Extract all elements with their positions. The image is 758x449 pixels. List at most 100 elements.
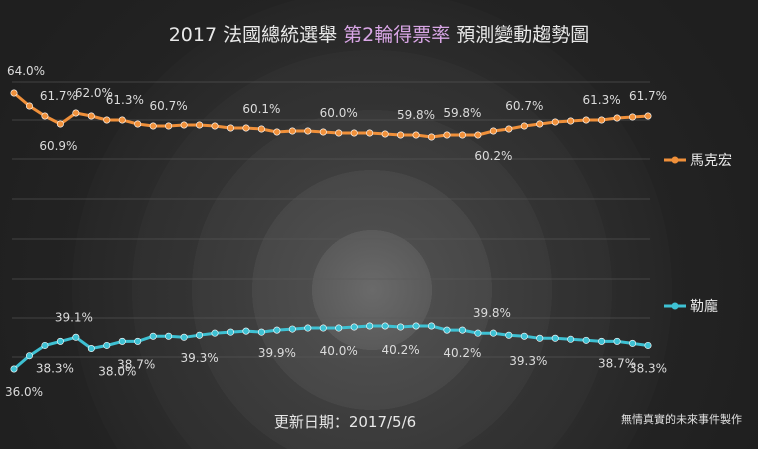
data-point [613,114,621,122]
data-point [381,322,389,330]
data-point [366,129,374,137]
series-lepen: 36.0%38.3%39.1%38.0%38.7% 39.3% 39.9% 40.0%… [5,306,667,399]
data-point [72,109,80,117]
data-point [149,332,157,340]
data-label: 38.7% [598,356,636,370]
data-label: 60.7% [150,99,188,113]
data-label: 39.3% [509,354,547,368]
data-point [273,326,281,334]
data-point [196,331,204,339]
data-point [10,89,18,97]
data-point [629,113,637,121]
series-layer: 64.0%61.7%60.9%62.0%61.3% 60.7% 60.1% 60.0%… [5,64,667,399]
data-label: 60.0% [320,106,358,120]
legend-label-lepen: 勒龐 [690,298,718,315]
data-label: 59.8% [443,106,481,120]
data-label: 39.9% [258,346,296,360]
data-point [412,322,420,330]
data-point [134,337,142,345]
data-point [520,332,528,340]
data-label: 60.2% [474,149,512,163]
data-point [226,124,234,132]
data-point [257,125,265,133]
data-point [10,365,18,373]
data-point [211,122,219,130]
data-point [56,120,64,128]
data-label: 38.3% [36,362,74,376]
chart-title: 2017 法國總統選舉 第2輪得票率 預測變動趨勢圖 [169,24,590,46]
data-label: 39.8% [473,306,511,320]
data-point [598,337,606,345]
data-point [458,326,466,334]
data-point [103,341,111,349]
data-label: 38.0% [98,365,136,379]
data-label: 39.1% [55,310,93,324]
data-label: 64.0% [7,64,45,78]
data-point [41,112,49,120]
data-point [25,102,33,110]
data-point [443,326,451,334]
data-point [350,129,358,137]
data-label: 62.0% [75,86,113,100]
data-point [304,127,312,135]
title-part-highlight: 第2輪得票率 [343,24,450,46]
legend-item-macron: 馬克宏 [664,153,732,169]
data-point [87,345,95,353]
data-point [118,116,126,124]
data-label: 61.3% [106,93,144,107]
data-point [118,337,126,345]
data-point [366,322,374,330]
data-label: 40.0% [320,344,358,358]
data-point [644,112,652,120]
data-point [428,322,436,330]
data-point [288,127,296,135]
data-point [536,120,544,128]
data-point [319,324,327,332]
data-point [613,337,621,345]
data-point [412,131,420,139]
data-point [335,324,343,332]
data-point [397,323,405,331]
data-label: 36.0% [5,385,43,399]
data-point [629,339,637,347]
data-point [196,121,204,129]
legend: 馬克宏 勒龐 [664,153,732,315]
data-point [505,125,513,133]
data-point [428,133,436,141]
data-label: 61.3% [583,93,621,107]
data-point [226,328,234,336]
data-point [397,131,405,139]
data-point [474,329,482,337]
data-point [350,323,358,331]
data-label: 60.9% [39,139,77,153]
legend-marker-macron [671,156,679,164]
data-point [644,341,652,349]
title-part-1: 2017 法國總統選舉 [169,24,343,46]
data-point [474,131,482,139]
data-point [149,122,157,130]
data-point [319,128,327,136]
data-point [567,335,575,343]
data-point [551,334,559,342]
data-point [180,333,188,341]
data-point [335,129,343,137]
data-label: 60.7% [505,99,543,113]
data-point [273,128,281,136]
data-label: 61.7% [629,89,667,103]
data-label: 40.2% [382,343,420,357]
data-point [103,116,111,124]
data-label: 60.1% [242,102,280,116]
data-point [72,333,80,341]
data-point [582,116,590,124]
data-point [165,332,173,340]
legend-label-macron: 馬克宏 [690,153,732,169]
data-point [41,341,49,349]
data-label: 38.7% [117,357,155,371]
data-point [87,112,95,120]
data-point [520,122,528,130]
data-point [489,329,497,337]
data-point [165,122,173,130]
data-point [489,127,497,135]
